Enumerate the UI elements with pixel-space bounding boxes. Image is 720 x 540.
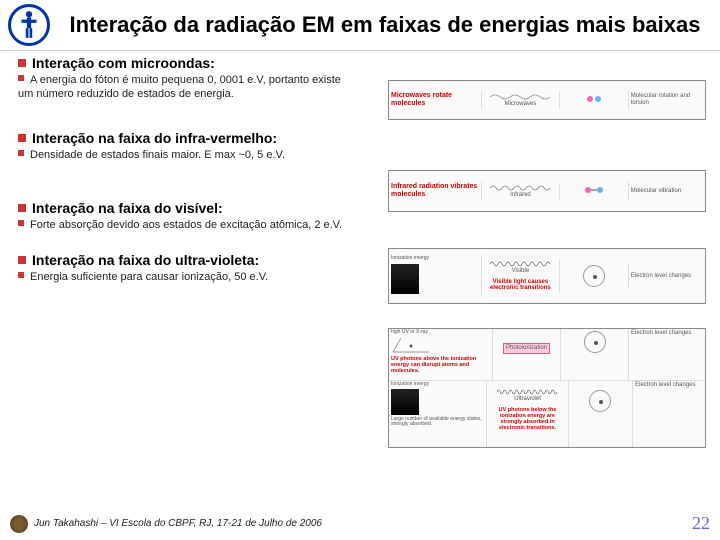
- section-body: Energia suficiente para causar ionização…: [18, 270, 348, 284]
- diagram-label: Electron level changes: [635, 382, 695, 388]
- diagram-caption: Microwaves rotate molecules: [391, 92, 452, 107]
- footer: Jun Takahashi – VI Escola do CBPF, RJ, 1…: [10, 513, 710, 534]
- diagram-label: Visible: [512, 268, 530, 274]
- diagram-caption: UV photons below the ionization energy a…: [489, 407, 565, 431]
- bullet-icon: [18, 272, 24, 278]
- logo-icon: [8, 4, 50, 46]
- footer-logo-icon: [10, 515, 28, 533]
- section-heading: Interação com microondas:: [18, 55, 710, 71]
- body-text: Forte absorção devido aos estados de exc…: [30, 219, 342, 231]
- bullet-icon: [18, 150, 24, 156]
- heading-text: Interação na faixa do infra-vermelho:: [32, 130, 277, 146]
- section-heading: Interação na faixa do infra-vermelho:: [18, 130, 710, 146]
- section-body: Densidade de estados finais maior. E max…: [18, 148, 348, 162]
- bullet-icon: [18, 75, 24, 81]
- bullet-icon: [18, 220, 24, 226]
- bullet-icon: [18, 59, 26, 67]
- bullet-icon: [18, 134, 26, 142]
- diagram-label: Large number of available energy states,…: [391, 417, 484, 428]
- heading-text: Interação na faixa do visível:: [32, 200, 223, 216]
- diagram-label: Molecular vibration: [631, 188, 681, 194]
- footer-text: Jun Takahashi – VI Escola do CBPF, RJ, 1…: [34, 518, 322, 529]
- heading-text: Interação com microondas:: [32, 55, 215, 71]
- diagram-label: Electron level changes: [631, 273, 691, 279]
- diagram-caption: UV photons above the ionization energy c…: [391, 356, 490, 374]
- diagram-label: Infrared: [510, 192, 531, 198]
- bullet-icon: [18, 256, 26, 264]
- body-text: Densidade de estados finais maior. E max…: [30, 149, 285, 161]
- diagram-label: Ultraviolet: [514, 396, 541, 402]
- section-infrared: Interação na faixa do infra-vermelho: De…: [18, 130, 710, 162]
- section-body: A energia do fóton é muito pequena 0, 00…: [18, 73, 348, 102]
- page-title: Interação da radiação EM em faixas de en…: [58, 12, 712, 37]
- diagram-label: Molecular rotation and torsion: [631, 93, 690, 106]
- heading-text: Interação na faixa do ultra-violeta:: [32, 252, 259, 268]
- header: Interação da radiação EM em faixas de en…: [0, 0, 720, 51]
- body-text: Energia suficiente para causar ionização…: [30, 271, 268, 283]
- page-number: 22: [692, 513, 710, 534]
- diagram-caption: Infrared radiation vibrates molecules: [391, 183, 477, 198]
- diagram-visible: Ionization energy Visible Visible light …: [388, 248, 706, 304]
- bullet-icon: [18, 204, 26, 212]
- diagram-infrared: Infrared radiation vibrates molecules In…: [388, 170, 706, 212]
- diagram-label: Electron level changes: [631, 330, 691, 336]
- body-text: A energia do fóton é muito pequena 0, 00…: [18, 74, 341, 100]
- diagram-caption: Visible light causes electronic transiti…: [484, 279, 556, 292]
- diagram-microwaves: Microwaves rotate molecules Microwaves M…: [388, 80, 706, 120]
- section-body: Forte absorção devido aos estados de exc…: [18, 218, 348, 232]
- diagram-box-label: Photoionization: [503, 343, 550, 354]
- diagram-label: Ionization energy: [391, 256, 479, 262]
- diagram-label: Microwaves: [505, 101, 537, 107]
- diagram-uv: high UV or X-ray UV photons above the io…: [388, 328, 706, 448]
